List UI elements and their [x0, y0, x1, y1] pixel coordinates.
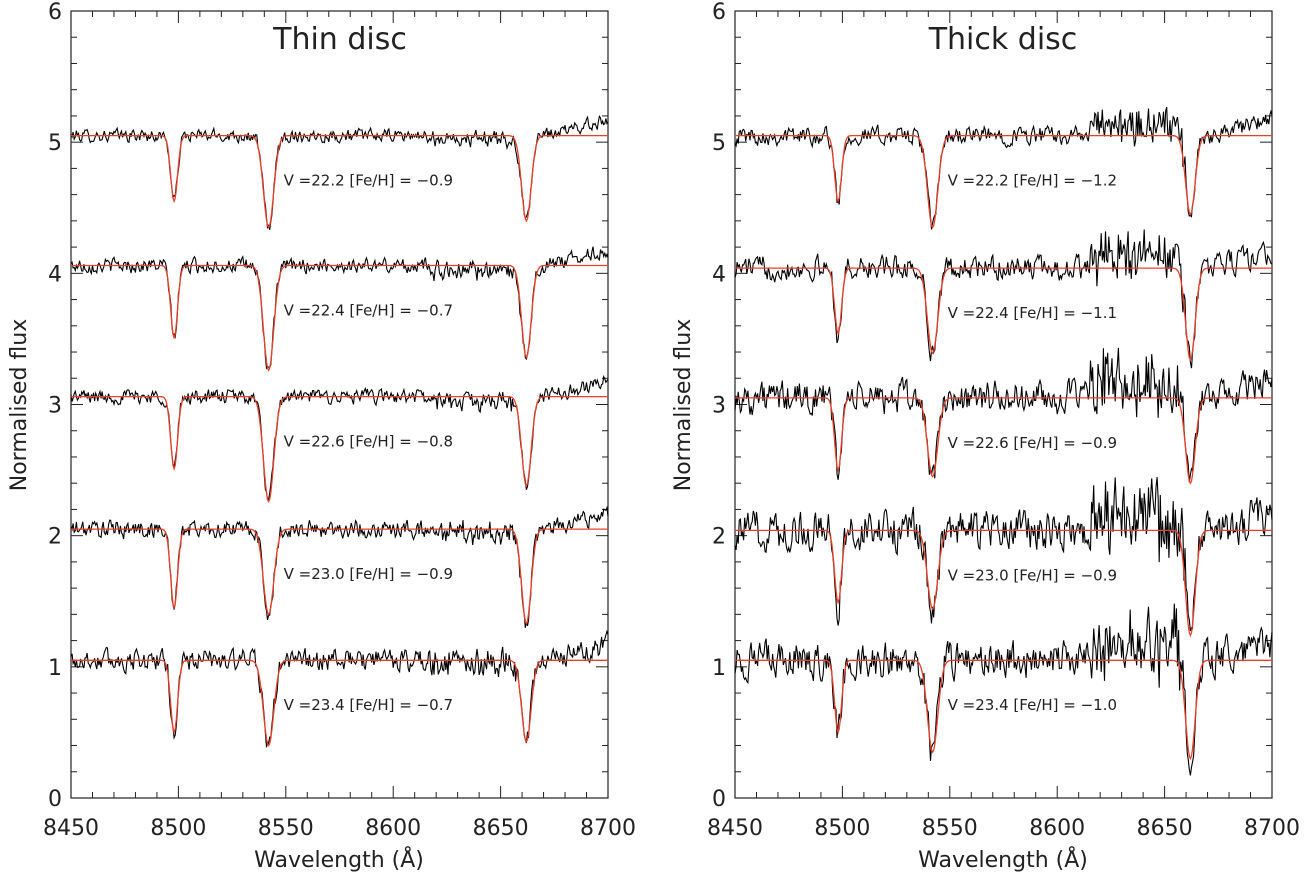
model-fit-line: [71, 134, 608, 229]
y-tick-label: 6: [712, 0, 726, 25]
spectrum-label: V =23.4 [Fe/H] = −1.0: [948, 696, 1117, 714]
x-tick-label: 8600: [365, 816, 421, 841]
model-fit-line: [735, 397, 1272, 485]
x-tick-label: 8700: [1244, 816, 1300, 841]
axis-ticks: 8450 8500 8550 8600 8650 8700 0 1 2 3 4 5 6: [707, 0, 1300, 841]
x-tick-label: 8450: [43, 816, 99, 841]
y-tick-label: 1: [712, 656, 726, 681]
y-tick-label: 5: [48, 131, 62, 156]
panel-title: Thin disc: [272, 22, 407, 57]
y-tick-label: 2: [712, 525, 726, 550]
plot-frame: [734, 10, 1273, 799]
spectrum-label: V =22.4 [Fe/H] = −0.7: [284, 301, 453, 319]
observed-spectrum-line: [734, 229, 1273, 369]
spectrum-label: V =22.2 [Fe/H] = −0.9: [284, 172, 453, 190]
x-tick-label: 8500: [150, 816, 206, 841]
x-tick-label: 8650: [473, 816, 529, 841]
spectra-layer: V =22.2 [Fe/H] = −1.2 V =22.4 [Fe/H] = −1…: [734, 106, 1273, 776]
x-axis-label: Wavelength (Å): [918, 846, 1088, 873]
x-tick-label: 8450: [707, 816, 763, 841]
y-tick-label: 3: [712, 394, 726, 419]
y-axis-label: Normalised flux: [7, 319, 32, 492]
x-tick-label: 8550: [258, 816, 314, 841]
model-fit-line: [71, 528, 608, 626]
panel-title: Thick disc: [928, 22, 1078, 57]
spectrum-label: V =23.4 [Fe/H] = −0.7: [284, 696, 453, 714]
observed-spectrum-line: [734, 477, 1273, 632]
observed-spectrum-line: [70, 114, 609, 230]
y-tick-label: 5: [712, 131, 726, 156]
thick-disc-panel: 8450 8500 8550 8600 8650 8700 0 1 2 3 4 5 6 V =22.2 …: [671, 0, 1300, 873]
x-tick-label: 8500: [814, 816, 870, 841]
observed-spectrum-line: [734, 603, 1273, 776]
model-fit-line: [735, 659, 1272, 761]
y-tick-label: 2: [48, 525, 62, 550]
x-tick-label: 8700: [580, 816, 636, 841]
y-tick-label: 1: [48, 656, 62, 681]
spectrum-label: V =22.2 [Fe/H] = −1.2: [948, 172, 1117, 190]
spectrum-label: V =22.4 [Fe/H] = −1.1: [948, 304, 1117, 322]
x-tick-label: 8650: [1137, 816, 1193, 841]
spectrum-label: V =22.6 [Fe/H] = −0.8: [284, 433, 453, 451]
spectrum-label: V =23.0 [Fe/H] = −0.9: [948, 566, 1117, 584]
model-fit-line: [71, 264, 608, 372]
model-fit-line: [735, 134, 1272, 229]
y-tick-label: 0: [712, 787, 726, 812]
model-fit-line: [735, 267, 1272, 362]
model-fit-line: [71, 395, 608, 504]
model-fit-line: [71, 659, 608, 747]
y-tick-label: 4: [48, 262, 62, 287]
spectrum-label: V =22.6 [Fe/H] = −0.9: [948, 434, 1117, 452]
observed-spectrum-line: [70, 629, 609, 748]
y-axis-label: Normalised flux: [671, 319, 696, 492]
plot-frame: [70, 10, 609, 799]
x-tick-label: 8600: [1029, 816, 1085, 841]
model-fit-line: [735, 529, 1272, 638]
x-axis-label: Wavelength (Å): [254, 846, 424, 873]
y-tick-label: 4: [712, 262, 726, 287]
thin-disc-panel: 8450 8500 8550 8600 8650 8700 0 1 2 3 4 5 6 V =22.2 …: [7, 0, 636, 873]
y-tick-label: 0: [48, 787, 62, 812]
y-tick-label: 3: [48, 394, 62, 419]
spectrum-label: V =23.0 [Fe/H] = −0.9: [284, 565, 453, 583]
observed-spectrum-line: [734, 347, 1273, 483]
y-tick-label: 6: [48, 0, 62, 25]
spectra-layer: V =22.2 [Fe/H] = −0.9 V =22.4 [Fe/H] = −0…: [70, 114, 609, 748]
x-tick-label: 8550: [922, 816, 978, 841]
axis-ticks: 8450 8500 8550 8600 8650 8700 0 1 2 3 4 5 6: [43, 0, 636, 841]
